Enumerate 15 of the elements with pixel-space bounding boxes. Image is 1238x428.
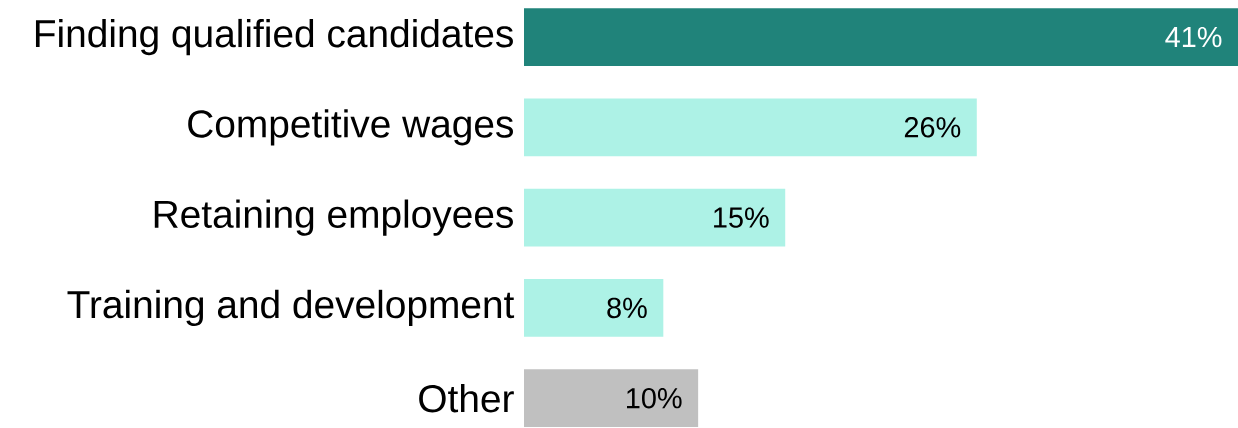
y-tick-label: Finding qualified candidates	[35, 18, 513, 56]
bar	[524, 98, 977, 157]
y-tick-label: Competitive wages	[188, 109, 513, 146]
y-tick-label: Training and development	[67, 289, 515, 327]
y-tick-label: Other	[419, 383, 514, 413]
data-label: 10%	[627, 387, 682, 409]
data-label: 41%	[1165, 26, 1222, 48]
y-tick-label: Retaining employees	[154, 199, 513, 236]
bar	[524, 279, 664, 337]
data-label: 8%	[607, 297, 647, 319]
bar	[524, 188, 786, 247]
bar	[524, 369, 699, 428]
data-label: 26%	[904, 117, 961, 138]
bar	[524, 8, 1238, 66]
data-label: 15%	[714, 207, 769, 228]
